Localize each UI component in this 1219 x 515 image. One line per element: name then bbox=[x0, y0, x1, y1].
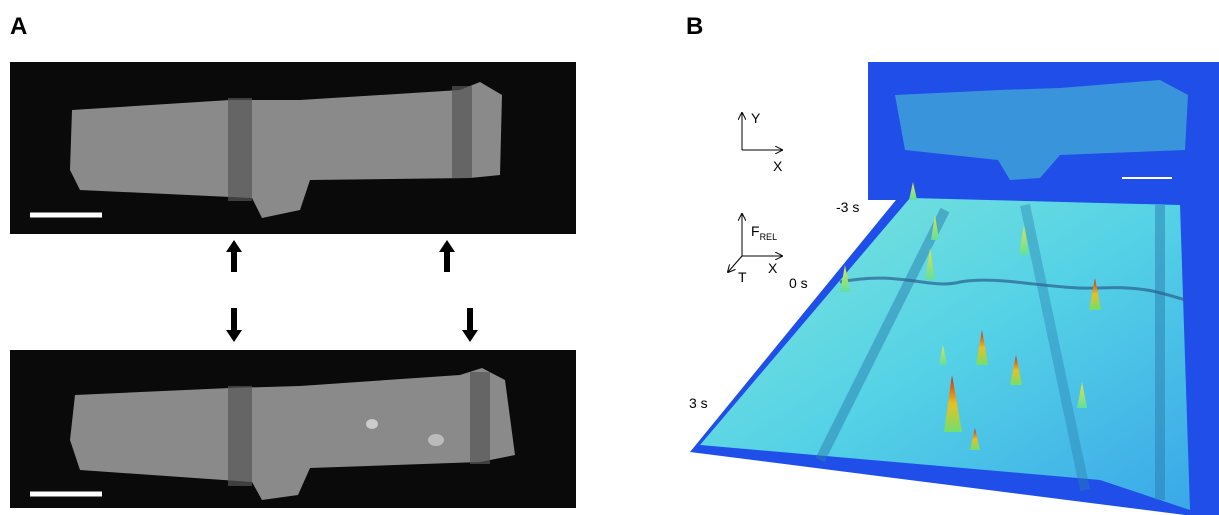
axis-label: T bbox=[738, 269, 747, 285]
micrograph-bottom bbox=[10, 350, 576, 508]
time-label: 3 s bbox=[689, 395, 708, 411]
panel-label: B bbox=[686, 13, 703, 40]
arrows bbox=[226, 240, 478, 342]
micrograph-top bbox=[10, 62, 576, 234]
axis-label: Y bbox=[751, 110, 761, 126]
axis-label: X bbox=[768, 260, 778, 276]
axis-label: FREL bbox=[751, 223, 777, 242]
axes-indicator-top bbox=[742, 113, 782, 150]
figure: A B bbox=[0, 0, 1219, 515]
time-label: 0 s bbox=[789, 275, 808, 291]
axis-label-sub: REL bbox=[760, 232, 778, 242]
axis-label: X bbox=[773, 158, 783, 174]
time-label: -3 s bbox=[836, 199, 859, 215]
panel-label: A bbox=[10, 13, 27, 40]
surface-plot bbox=[690, 62, 1219, 515]
axis-label-main: F bbox=[751, 223, 760, 239]
